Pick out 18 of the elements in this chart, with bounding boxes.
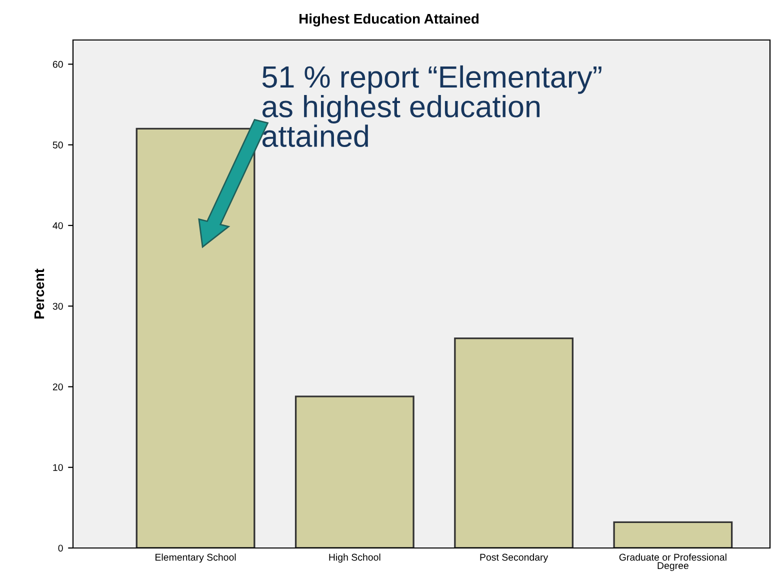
bar bbox=[613, 521, 733, 548]
y-tick-label: 10 bbox=[53, 464, 63, 471]
y-tick-label: 0 bbox=[58, 544, 63, 552]
y-tick-label: 20 bbox=[52, 383, 63, 390]
bar bbox=[454, 338, 574, 548]
annotation: 51 % report “Elementary” as highest education attained bbox=[262, 65, 602, 148]
y-tick-label: 60 bbox=[52, 60, 63, 68]
y-axis-title: Percent bbox=[34, 268, 44, 319]
bar bbox=[136, 128, 256, 548]
y-tick-label: 30 bbox=[52, 302, 63, 310]
x-tick-label: High School bbox=[329, 554, 380, 563]
x-tick-label: Post Secondary bbox=[480, 554, 548, 563]
bar bbox=[294, 396, 414, 548]
y-tick-label: 50 bbox=[52, 142, 63, 148]
x-tick-label: Elementary School bbox=[156, 554, 236, 563]
chart-title: Highest Education Attained bbox=[300, 13, 478, 27]
y-tick-label: 40 bbox=[52, 222, 63, 230]
x-tick-label: Graduate or Professional Degree bbox=[619, 554, 726, 571]
